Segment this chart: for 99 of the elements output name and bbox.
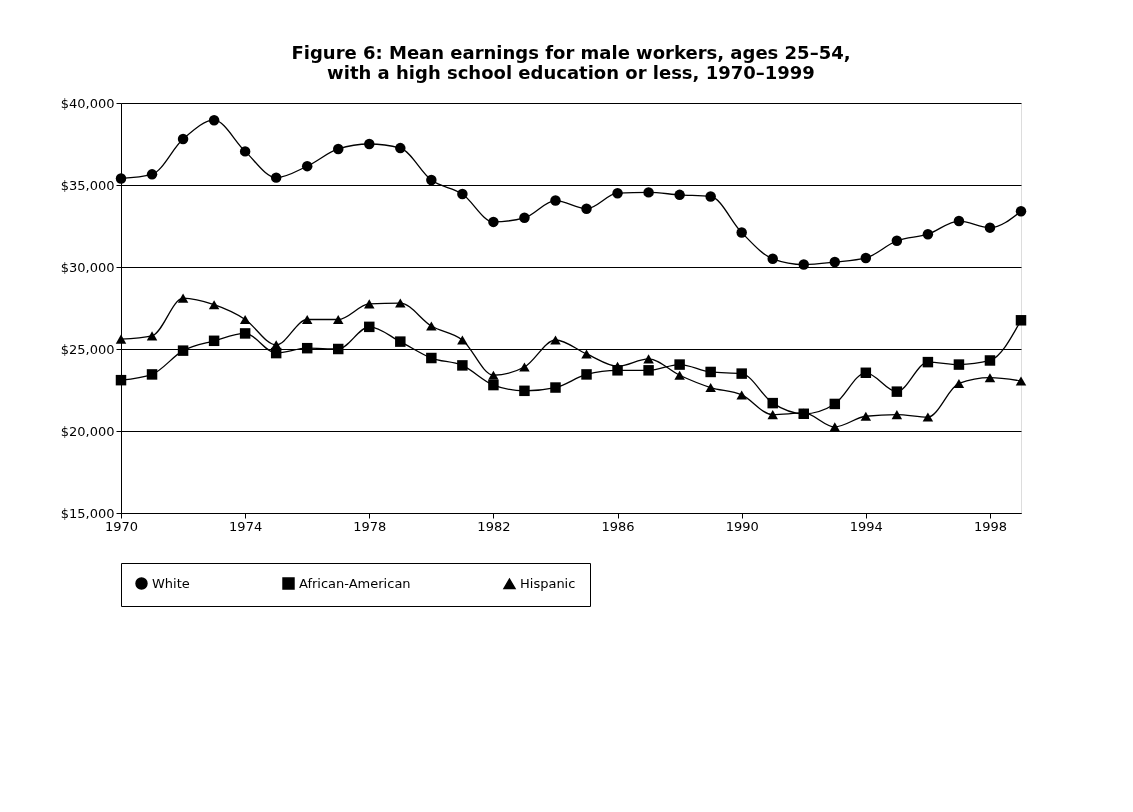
x-tick-label: 1994 — [849, 518, 883, 534]
y-tick-label: $40,000 — [60, 95, 115, 111]
y-tick-label: $15,000 — [60, 505, 115, 521]
point — [581, 349, 592, 359]
point — [301, 160, 313, 172]
legend-label: Hispanic — [520, 575, 576, 591]
point — [860, 367, 872, 379]
point — [674, 189, 685, 201]
point — [922, 356, 934, 368]
x-tick-label: 1998 — [973, 518, 1008, 534]
point — [860, 411, 872, 421]
point — [488, 370, 499, 380]
point — [208, 114, 220, 126]
point — [798, 259, 809, 270]
legend-label: White — [152, 575, 190, 591]
point — [208, 335, 220, 347]
point — [457, 360, 468, 371]
point — [457, 188, 468, 200]
point — [519, 212, 530, 224]
point — [984, 373, 996, 383]
point — [270, 172, 282, 183]
point — [457, 335, 468, 345]
point — [301, 314, 313, 325]
point — [177, 345, 189, 356]
point — [333, 314, 344, 325]
point — [674, 370, 685, 380]
point — [115, 173, 127, 184]
point — [736, 227, 747, 238]
point — [395, 298, 406, 308]
point — [767, 397, 778, 409]
point — [301, 342, 313, 354]
point — [395, 336, 406, 347]
point — [674, 359, 685, 370]
point — [891, 410, 903, 420]
y-tick-label: $20,000 — [60, 423, 115, 439]
point — [488, 379, 499, 391]
point — [767, 410, 778, 420]
y-tick-label: $35,000 — [60, 177, 115, 193]
point — [984, 355, 996, 366]
x-tick-label: 1982 — [477, 518, 511, 534]
point — [643, 354, 654, 364]
point — [953, 378, 965, 388]
point — [922, 228, 934, 240]
chart-title: Figure 6: Mean earnings for male workers, ages 25–54, with a high school education or less, 1970–1999 — [291, 42, 851, 83]
point — [519, 385, 530, 397]
x-tick-label: 1970 — [104, 518, 139, 534]
point — [239, 146, 251, 157]
point — [146, 331, 158, 341]
point — [860, 252, 872, 264]
point — [395, 142, 406, 154]
point — [550, 335, 561, 345]
point — [115, 334, 127, 344]
x-tick-label: 1986 — [601, 518, 635, 534]
point — [1015, 206, 1027, 217]
point — [426, 174, 437, 186]
point — [643, 187, 654, 198]
point — [767, 253, 778, 265]
point — [426, 321, 437, 331]
point — [736, 368, 747, 379]
y-tick-label: $30,000 — [60, 259, 115, 275]
point — [705, 191, 716, 202]
point — [208, 300, 220, 310]
point — [581, 369, 592, 380]
point — [177, 133, 189, 145]
point — [891, 386, 903, 397]
point — [705, 383, 716, 393]
y-tick-label: $25,000 — [60, 341, 115, 357]
point — [426, 352, 437, 364]
point — [953, 359, 965, 370]
point — [829, 398, 841, 410]
point — [984, 222, 996, 233]
point — [239, 314, 251, 325]
point — [705, 366, 716, 378]
point — [922, 412, 934, 422]
point — [364, 321, 375, 333]
point — [146, 369, 158, 380]
point — [364, 138, 375, 150]
point — [891, 235, 903, 246]
point — [333, 143, 344, 155]
point — [550, 382, 561, 393]
point — [115, 374, 127, 386]
x-tick-label: 1990 — [725, 518, 759, 534]
point — [643, 365, 654, 376]
x-tick-label: 1978 — [353, 518, 387, 534]
point — [146, 169, 158, 180]
point — [177, 293, 189, 303]
point — [488, 216, 499, 228]
point — [1015, 315, 1027, 326]
point — [953, 215, 965, 227]
point — [550, 195, 561, 206]
legend-label: African-American — [299, 575, 411, 591]
point — [333, 343, 344, 355]
point — [612, 187, 623, 199]
x-tick-label: 1974 — [229, 518, 263, 534]
point — [829, 256, 841, 268]
point — [519, 362, 530, 372]
point — [239, 328, 251, 339]
point — [581, 203, 592, 215]
point — [1015, 376, 1027, 386]
